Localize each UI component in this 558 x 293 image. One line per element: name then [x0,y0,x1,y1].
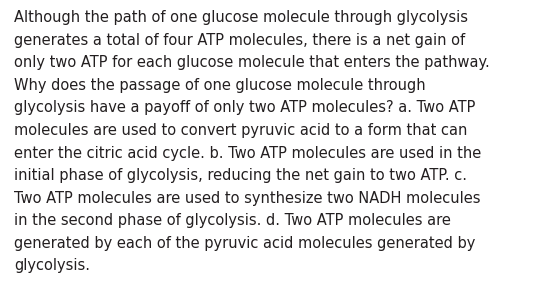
Text: only two ATP for each glucose molecule that enters the pathway.: only two ATP for each glucose molecule t… [14,55,490,70]
Text: glycolysis.: glycolysis. [14,258,90,273]
Text: Why does the passage of one glucose molecule through: Why does the passage of one glucose mole… [14,78,426,93]
Text: generates a total of four ATP molecules, there is a net gain of: generates a total of four ATP molecules,… [14,33,465,48]
Text: Two ATP molecules are used to synthesize two NADH molecules: Two ATP molecules are used to synthesize… [14,191,480,206]
Text: generated by each of the pyruvic acid molecules generated by: generated by each of the pyruvic acid mo… [14,236,475,251]
Text: initial phase of glycolysis, reducing the net gain to two ATP. c.: initial phase of glycolysis, reducing th… [14,168,467,183]
Text: glycolysis have a payoff of only two ATP molecules? a. Two ATP: glycolysis have a payoff of only two ATP… [14,100,475,115]
Text: Although the path of one glucose molecule through glycolysis: Although the path of one glucose molecul… [14,10,468,25]
Text: in the second phase of glycolysis. d. Two ATP molecules are: in the second phase of glycolysis. d. Tw… [14,213,451,228]
Text: molecules are used to convert pyruvic acid to a form that can: molecules are used to convert pyruvic ac… [14,123,468,138]
Text: enter the citric acid cycle. b. Two ATP molecules are used in the: enter the citric acid cycle. b. Two ATP … [14,146,481,161]
